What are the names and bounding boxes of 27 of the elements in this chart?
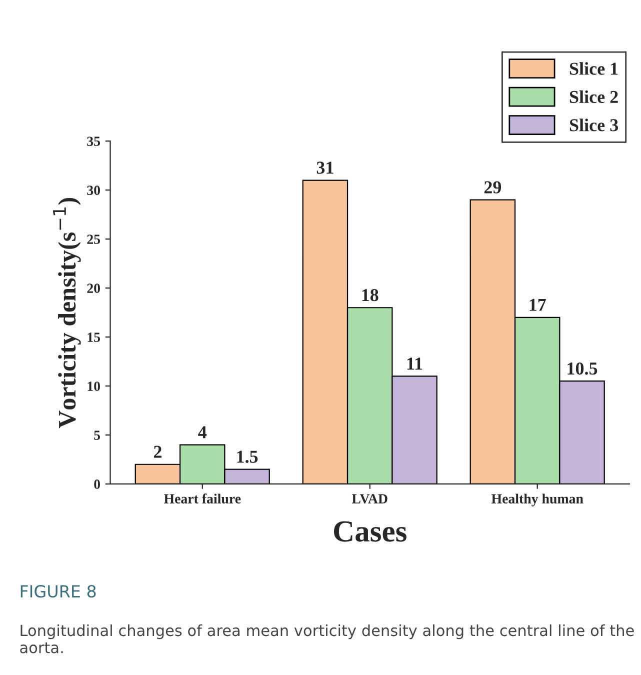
legend-label: Slice 2 <box>570 90 618 104</box>
legend-label: Slice 3 <box>570 118 618 132</box>
data-label: 4 <box>198 426 207 438</box>
y-tick-label: 5 <box>94 430 100 440</box>
data-label: 17 <box>530 298 546 311</box>
caption: FIGURE 8 <box>20 585 96 598</box>
x-axis-title: Cases <box>334 521 406 542</box>
y-tick-label: 35 <box>87 136 100 146</box>
x-tick-label: LVAD <box>352 494 388 504</box>
data-label: 2 <box>154 446 162 458</box>
x-tick-label: Heart failure <box>164 494 241 504</box>
y-tick-label: 15 <box>88 332 100 342</box>
y-tick-label: 0 <box>94 480 100 489</box>
data-label: 10.5 <box>568 362 598 375</box>
y-tick-label: 20 <box>87 284 100 293</box>
y-tick-label: 30 <box>87 186 100 196</box>
x-tick-label: Healthy human <box>491 494 584 506</box>
y-tick-label: 25 <box>87 234 100 244</box>
y-tick-label: 10 <box>88 382 100 391</box>
data-label: 29 <box>484 181 502 194</box>
text: Longitudinal changes of area mean vorticity density along the central line of the aorta. <box>20 624 634 654</box>
y-axis-title: Vorticity density(s$^{−1}$) <box>53 198 81 428</box>
data-label: 11 <box>407 358 422 370</box>
data-label: 31 <box>316 162 334 174</box>
data-label: 1.5 <box>237 450 258 463</box>
legend-label: Slice 1 <box>570 62 618 75</box>
data-label: 18 <box>362 288 378 302</box>
